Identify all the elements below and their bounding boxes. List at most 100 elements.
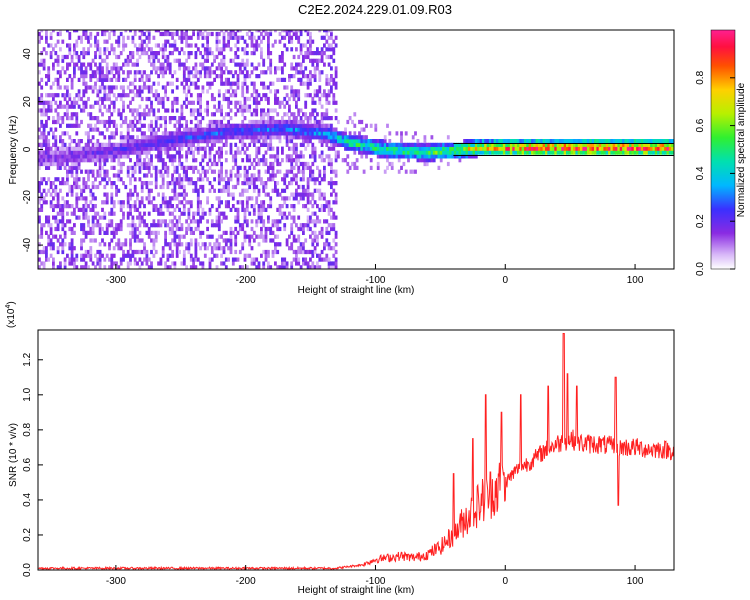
spectrogram-cell: [175, 246, 179, 251]
spectrogram-cell: [119, 154, 123, 159]
spectrogram-cell: [645, 150, 649, 155]
spectrogram-cell: [318, 135, 322, 140]
spectrogram-cell: [61, 226, 65, 232]
spectrogram-cell: [313, 123, 317, 128]
spectrogram-cell: [573, 150, 576, 155]
spectrogram-cell: [192, 150, 195, 155]
spectrogram-cell: [196, 242, 200, 247]
spectrogram-cell: [98, 70, 102, 75]
spectrogram-cell: [131, 150, 135, 155]
spectrogram-cell: [91, 116, 95, 121]
spectrogram-cell: [206, 169, 209, 174]
spectrogram-cell: [117, 108, 121, 113]
spectrogram-cell: [594, 146, 597, 151]
spectrogram-cell: [52, 81, 55, 86]
spectrogram-cell: [201, 31, 205, 37]
spectrogram-cell: [498, 139, 502, 144]
spectrogram-cell: [260, 39, 263, 44]
spectrogram-cell: [248, 154, 252, 159]
spectrogram-cell: [276, 265, 280, 269]
colorbar-gradient: [710, 29, 736, 270]
spectrogram-cell: [189, 35, 193, 40]
spectrogram-cell: [337, 119, 340, 125]
spectrogram-cell: [269, 200, 273, 205]
spectrogram-cell: [316, 242, 319, 247]
spectrogram-cell: [129, 253, 132, 258]
spectrogram-cell: [262, 238, 266, 243]
spectrogram-cell: [278, 161, 282, 167]
spectrogram-cell: [56, 200, 60, 205]
spectrogram-cell: [49, 100, 53, 105]
spectrogram-cell: [217, 47, 221, 52]
spectrogram-cell: [320, 123, 324, 128]
spectrogram-cell: [234, 70, 238, 75]
spectrogram-cell: [119, 150, 123, 155]
spectrogram-cell: [194, 66, 198, 71]
spectrogram-cell: [154, 119, 158, 125]
spectrogram-cell: [245, 43, 249, 48]
spectrogram-cell: [203, 173, 207, 178]
spectrogram-cell: [346, 169, 350, 174]
spectrogram-cell: [73, 51, 76, 56]
spectrogram-cell: [245, 204, 249, 209]
spectrogram-cell: [175, 192, 179, 197]
spectrogram-cell: [334, 192, 338, 197]
spectrogram-cell: [598, 150, 602, 155]
spectrogram-cell: [610, 142, 614, 147]
spectrogram-cell: [236, 100, 240, 105]
x-tick-label: 100: [627, 275, 644, 286]
spectrogram-cell: [353, 146, 357, 151]
spectrogram-cell: [175, 142, 179, 147]
spectrogram-cell: [173, 165, 177, 170]
spectrogram-cell: [358, 119, 361, 125]
spectrogram-cell: [267, 146, 270, 151]
spectrogram-cell: [136, 238, 139, 243]
spectrogram-cell: [666, 139, 670, 144]
spectrogram-cell: [40, 35, 44, 40]
spectrogram-cell: [297, 169, 301, 174]
spectrogram-cell: [98, 108, 102, 113]
spectrogram-cell: [519, 146, 523, 151]
spectrogram-cell: [414, 146, 417, 151]
spectrogram-cell: [245, 104, 249, 109]
colorbar: 0.00.20.40.60.8 Normalized spectral ampl…: [695, 29, 747, 276]
spectrogram-cell: [612, 142, 616, 147]
spectrogram-cell: [278, 169, 282, 174]
spectrogram-cell: [262, 62, 266, 67]
spectrogram-cell: [145, 223, 149, 228]
spectrogram-cell: [143, 158, 146, 163]
spectrogram-cell: [330, 77, 333, 82]
spectrogram-cell: [140, 215, 144, 220]
spectrogram-cell: [70, 246, 74, 251]
spectrogram-cell: [59, 211, 62, 216]
spectrogram-cell: [210, 169, 214, 174]
spectrogram-cell: [126, 142, 130, 147]
spectrogram-cell: [236, 150, 240, 155]
spectrogram-cell: [70, 123, 74, 128]
spectrogram-cell: [304, 139, 308, 144]
spectrogram-cell: [145, 181, 149, 186]
spectrogram-cell: [250, 81, 254, 86]
spectrogram-cell: [302, 257, 305, 262]
spectrogram-cell: [180, 184, 184, 190]
spectrogram-cell: [154, 169, 158, 174]
spectrogram-cell: [117, 154, 121, 159]
spectrogram-cell: [87, 96, 90, 102]
spectrogram-cell: [227, 96, 230, 102]
spectrogram-cell: [313, 234, 317, 239]
spectrogram-cell: [241, 62, 245, 67]
spectrogram-cell: [80, 226, 83, 232]
spectrogram-cell: [304, 100, 308, 105]
spectrogram-cell: [276, 158, 280, 163]
spectrogram-cell: [285, 31, 289, 37]
spectrogram-cell: [264, 249, 268, 255]
spectrogram-cell: [257, 215, 261, 220]
spectrogram-cell: [96, 39, 100, 44]
spectrogram-cell: [465, 154, 469, 159]
spectrogram-cell: [234, 257, 238, 262]
spectrogram-cell: [38, 265, 41, 269]
spectrogram-cell: [161, 249, 165, 255]
spectrogram-cell: [453, 146, 457, 151]
spectrogram-cell: [351, 119, 354, 125]
spectrogram-cell: [341, 158, 345, 163]
